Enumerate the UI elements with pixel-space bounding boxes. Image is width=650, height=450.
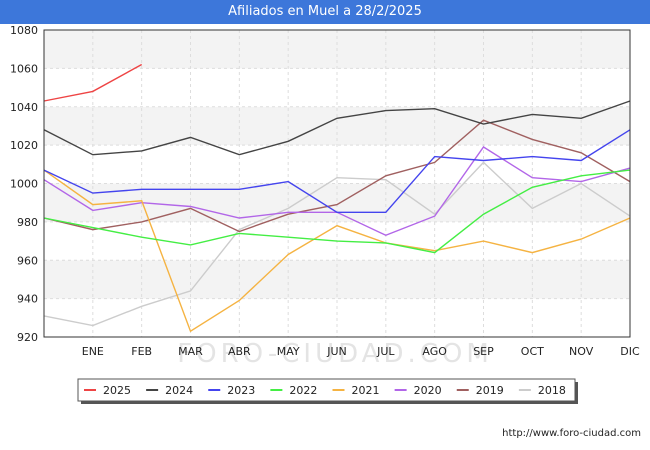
- legend-label-2021: 2021: [352, 384, 380, 397]
- series-line-2023: [43, 129, 631, 214]
- x-tick-label: FEB: [131, 345, 152, 358]
- y-tick-label: 1060: [10, 62, 38, 75]
- x-tick-label: AGO: [422, 345, 447, 358]
- x-tick-label: MAY: [277, 345, 300, 358]
- series-line-2022: [43, 169, 631, 254]
- x-tick-label: JUL: [376, 345, 395, 358]
- y-tick-label: 960: [17, 254, 38, 267]
- y-tick-label: 1080: [10, 24, 38, 37]
- y-tick-label: 940: [17, 293, 38, 306]
- x-tick-label: DIC: [620, 345, 640, 358]
- x-tick-label: SEP: [473, 345, 494, 358]
- y-tick-label: 1040: [10, 101, 38, 114]
- x-tick-label: ABR: [228, 345, 251, 358]
- x-tick-label: JUN: [326, 345, 347, 358]
- legend-label-2025: 2025: [103, 384, 131, 397]
- y-tick-label: 1000: [10, 178, 38, 191]
- series-line-2018: [43, 161, 631, 327]
- legend-label-2020: 2020: [414, 384, 442, 397]
- series-line-2021: [43, 169, 631, 333]
- x-tick-label: ENE: [82, 345, 104, 358]
- series-line-2019: [43, 119, 631, 233]
- legend-label-2018: 2018: [538, 384, 566, 397]
- legend-label-2019: 2019: [476, 384, 504, 397]
- legend-box: [77, 378, 576, 402]
- series-line-2025: [43, 63, 143, 102]
- x-tick-label: NOV: [569, 345, 594, 358]
- watermark: FORO-CIUDAD.COM: [177, 339, 493, 369]
- chart-title: Afiliados en Muel a 28/2/2025: [0, 0, 650, 24]
- legend-label-2023: 2023: [227, 384, 255, 397]
- y-tick-label: 920: [17, 331, 38, 344]
- source-url[interactable]: http://www.foro-ciudad.com: [502, 428, 641, 439]
- series-line-2024: [43, 100, 631, 156]
- x-tick-label: MAR: [178, 345, 203, 358]
- legend-label-2024: 2024: [165, 384, 193, 397]
- y-tick-label: 1020: [10, 139, 38, 152]
- x-tick-label: OCT: [521, 345, 544, 358]
- plot-frame: [43, 29, 631, 338]
- legend-label-2022: 2022: [289, 384, 317, 397]
- y-tick-label: 980: [17, 216, 38, 229]
